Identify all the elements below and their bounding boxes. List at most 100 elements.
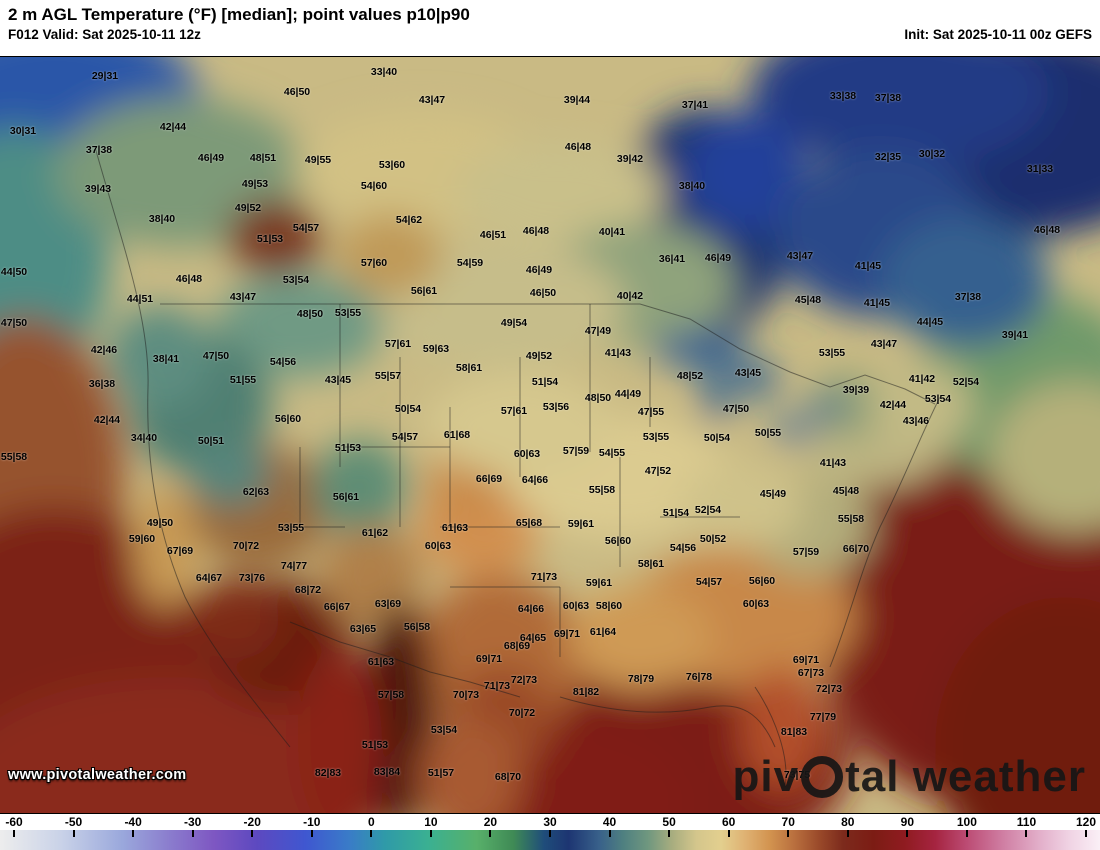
point-value: 37|38 xyxy=(85,144,113,156)
point-value: 50|52 xyxy=(699,533,727,545)
point-value: 64|66 xyxy=(521,474,549,486)
colorbar: -60 -50 -40 -30 -20 -10 0 10 20 30 40 50 60 70 80 90 100… xyxy=(0,813,1100,850)
colorbar-tick-label: 110 xyxy=(1016,815,1037,829)
point-value: 46|49 xyxy=(525,264,553,276)
point-value: 62|63 xyxy=(242,486,270,498)
point-value: 46|48 xyxy=(175,273,203,285)
point-value: 60|63 xyxy=(562,600,590,612)
point-value: 47|50 xyxy=(722,403,750,415)
point-value: 46|51 xyxy=(479,229,507,241)
point-value: 58|60 xyxy=(595,600,623,612)
colorbar-tick-label: -30 xyxy=(183,815,202,829)
point-value: 49|54 xyxy=(500,317,528,329)
point-value: 38|41 xyxy=(152,353,180,365)
point-value: 39|42 xyxy=(616,153,644,165)
point-value: 55|58 xyxy=(588,484,616,496)
point-value: 82|83 xyxy=(314,767,342,779)
point-value: 53|55 xyxy=(818,347,846,359)
point-value: 73|76 xyxy=(238,572,266,584)
point-value: 37|41 xyxy=(681,99,709,111)
point-value: 57|61 xyxy=(500,405,528,417)
point-value: 66|69 xyxy=(475,473,503,485)
colorbar-tick-label: 10 xyxy=(424,815,438,829)
point-value: 49|55 xyxy=(304,154,332,166)
point-value: 41|42 xyxy=(908,373,936,385)
point-value: 38|40 xyxy=(678,180,706,192)
point-value: 42|44 xyxy=(93,414,121,426)
point-value: 43|45 xyxy=(734,367,762,379)
point-value: 31|33 xyxy=(1026,163,1054,175)
point-value: 68|72 xyxy=(294,584,322,596)
point-value: 59|61 xyxy=(567,518,595,530)
colorbar-tick-label: -60 xyxy=(5,815,23,829)
point-value: 56|60 xyxy=(748,575,776,587)
point-value: 48|51 xyxy=(249,152,277,164)
point-value: 59|61 xyxy=(585,577,613,589)
point-value: 43|45 xyxy=(324,374,352,386)
point-value: 83|84 xyxy=(373,766,401,778)
point-value: 61|62 xyxy=(361,527,389,539)
point-value: 61|64 xyxy=(589,626,617,638)
point-value: 72|73 xyxy=(815,683,843,695)
point-value: 55|58 xyxy=(0,451,28,463)
point-value: 65|68 xyxy=(515,517,543,529)
colorbar-tick-mark xyxy=(251,830,254,837)
point-value: 46|48 xyxy=(522,225,550,237)
point-value: 43|47 xyxy=(786,250,814,262)
colorbar-tick-mark xyxy=(727,830,730,837)
colorbar-gradient xyxy=(0,830,1100,850)
state-borders xyxy=(94,146,941,788)
point-value: 33|38 xyxy=(829,90,857,102)
point-value: 51|55 xyxy=(229,374,257,386)
point-value: 42|44 xyxy=(159,121,187,133)
point-value: 46|50 xyxy=(283,86,311,98)
colorbar-tick-label: 20 xyxy=(483,815,498,829)
point-value: 53|54 xyxy=(430,724,458,736)
point-value: 39|44 xyxy=(563,94,591,106)
point-value: 49|52 xyxy=(525,350,553,362)
colorbar-tick-label: 90 xyxy=(900,815,915,829)
point-value: 39|39 xyxy=(842,384,870,396)
point-value: 64|66 xyxy=(517,603,545,615)
colorbar-tick-mark xyxy=(965,830,968,837)
point-value: 53|54 xyxy=(282,274,310,286)
colorbar-tick-mark xyxy=(1025,830,1028,837)
point-value: 33|40 xyxy=(370,66,398,78)
point-value: 57|60 xyxy=(360,257,388,269)
colorbar-tick-mark xyxy=(668,830,671,837)
map-header: 2 m AGL Temperature (°F) [median]; point… xyxy=(0,0,1100,56)
point-value: 57|59 xyxy=(562,445,590,457)
colorbar-tick-mark xyxy=(429,830,432,837)
colorbar-tick-label: 100 xyxy=(956,815,977,829)
point-value: 77|79 xyxy=(809,711,837,723)
point-value: 47|50 xyxy=(202,350,230,362)
point-value: 43|47 xyxy=(870,338,898,350)
point-value: 34|40 xyxy=(130,432,158,444)
point-value: 68|70 xyxy=(494,771,522,783)
point-value: 54|57 xyxy=(292,222,320,234)
point-value: 57|58 xyxy=(377,689,405,701)
point-value: 63|65 xyxy=(349,623,377,635)
point-value: 51|53 xyxy=(361,739,389,751)
point-value: 66|70 xyxy=(842,543,870,555)
point-value: 46|50 xyxy=(529,287,557,299)
point-value: 50|51 xyxy=(197,435,225,447)
point-value: 56|60 xyxy=(274,413,302,425)
brand-text-post: tal weather xyxy=(845,752,1086,801)
point-value: 41|43 xyxy=(819,457,847,469)
point-value: 53|60 xyxy=(378,159,406,171)
colorbar-tick-mark xyxy=(132,830,135,837)
colorbar-tick-mark xyxy=(846,830,849,837)
point-value: 72|73 xyxy=(510,674,538,686)
colorbar-tick-mark xyxy=(549,830,551,837)
point-value: 70|72 xyxy=(232,540,260,552)
colorbar-tick-mark xyxy=(370,830,373,837)
point-value: 45|49 xyxy=(759,488,787,500)
point-value: 71|73 xyxy=(483,680,511,692)
colorbar-tick-label: -20 xyxy=(243,815,261,829)
point-value: 41|45 xyxy=(854,260,882,272)
point-value: 41|45 xyxy=(863,297,891,309)
point-value: 32|35 xyxy=(874,151,902,163)
colorbar-tick-mark xyxy=(787,830,790,837)
